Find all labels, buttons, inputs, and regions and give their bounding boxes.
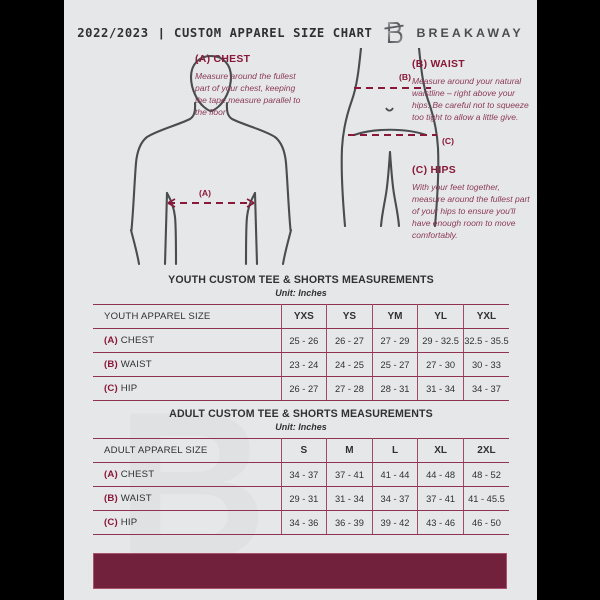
- hips-body: With your feet together, measure around …: [412, 182, 530, 241]
- measurement-cell: 41 - 44: [371, 462, 419, 487]
- table-row: (A) CHEST 25 - 26 26 - 27 27 - 29 29 - 32.5 3…: [93, 328, 509, 353]
- measurement-cell: 26 - 27: [280, 376, 328, 401]
- measurement-cell: 27 - 30: [417, 352, 464, 377]
- measurement-cell: 26 - 27: [326, 328, 373, 353]
- table-row: (C) HIP 34 - 36 36 - 39 39 - 42 43 - 46 46 - …: [93, 510, 509, 535]
- page-title: CUSTOM APPAREL SIZE CHART: [174, 26, 373, 40]
- row-prefix: (C): [104, 383, 118, 394]
- size-header-m: M: [326, 438, 373, 463]
- body-figures: [129, 48, 440, 266]
- breakaway-b-monogram-icon: [384, 21, 405, 44]
- row-prefix: (B): [104, 493, 118, 504]
- size-header-ym: YM: [371, 304, 419, 329]
- adult-table-unit: Unit: Inches: [275, 422, 327, 432]
- measurement-cell: 34 - 37: [462, 376, 509, 401]
- measurement-cell: 23 - 24: [280, 352, 328, 377]
- measurement-cell: 28 - 31: [371, 376, 419, 401]
- page-header: 2022/2023 | CUSTOM APPAREL SIZE CHART BR…: [64, 18, 537, 48]
- season-label: 2022/2023: [77, 26, 149, 40]
- waist-line-label: (B): [399, 72, 411, 82]
- measurement-diagram: (A) (B) (C) (A) CHEST Measure around the…: [64, 48, 537, 276]
- table-row: (A) CHEST 34 - 37 37 - 41 41 - 44 44 - 48 48 …: [93, 462, 509, 487]
- table-header-row: YOUTH APPAREL SIZE YXS YS YM YL YXL: [93, 304, 509, 329]
- table-row: (C) HIP 26 - 27 27 - 28 28 - 31 31 - 34 34 - …: [93, 376, 509, 401]
- letterbox-right: [537, 0, 600, 600]
- size-header-yxs: YXS: [280, 304, 328, 329]
- row-label-waist: (B) WAIST: [93, 486, 282, 511]
- youth-size-section: YOUTH CUSTOM TEE & SHORTS MEASUREMENTS U…: [93, 274, 509, 401]
- chest-body: Measure around the fullest part of your …: [195, 71, 301, 118]
- measurement-cell: 25 - 27: [371, 352, 419, 377]
- size-header-xl: XL: [417, 438, 464, 463]
- measurement-cell: 37 - 41: [326, 462, 373, 487]
- table-row: (B) WAIST 29 - 31 31 - 34 34 - 37 37 - 41 41 …: [93, 486, 509, 511]
- measurement-cell: 43 - 46: [417, 510, 464, 535]
- size-header-yxl: YXL: [462, 304, 509, 329]
- youth-size-table: YOUTH APPAREL SIZE YXS YS YM YL YXL (A) CHEST 2…: [93, 304, 509, 401]
- youth-table-title: YOUTH CUSTOM TEE & SHORTS MEASUREMENTS: [168, 274, 434, 286]
- measurement-cell: 30 - 33: [462, 352, 509, 377]
- size-column-header: ADULT APPAREL SIZE: [93, 438, 282, 463]
- measurement-cell: 31 - 34: [326, 486, 373, 511]
- measurement-cell: 34 - 37: [371, 486, 419, 511]
- chest-instructions: (A) CHEST Measure around the fullest par…: [195, 54, 307, 118]
- waist-body: Measure around your natural waistline – …: [412, 76, 529, 123]
- measurement-cell: 36 - 39: [326, 510, 373, 535]
- row-label-chest: (A) CHEST: [93, 328, 282, 353]
- table-row: (B) WAIST 23 - 24 24 - 25 25 - 27 27 - 30 30 …: [93, 352, 509, 377]
- size-header-l: L: [371, 438, 419, 463]
- size-column-header: YOUTH APPAREL SIZE: [93, 304, 282, 329]
- waist-instructions: (B) WAIST Measure around your natural wa…: [412, 59, 530, 123]
- size-header-s: S: [280, 438, 328, 463]
- measurement-cell: 34 - 36: [280, 510, 328, 535]
- row-label-hip: (C) HIP: [93, 510, 282, 535]
- measurement-cell: 27 - 29: [371, 328, 419, 353]
- waist-heading: (B) WAIST: [412, 59, 465, 70]
- adult-table-body: ADULT APPAREL SIZE S M L XL 2XL (A) CHEST 34 - …: [93, 438, 509, 535]
- measurement-cell: 24 - 25: [326, 352, 373, 377]
- chest-heading: (A) CHEST: [195, 54, 251, 65]
- measurement-cell: 41 - 45.5: [462, 486, 509, 511]
- measurement-cell: 48 - 52: [462, 462, 509, 487]
- row-label-waist: (B) WAIST: [93, 352, 282, 377]
- row-prefix: (A): [104, 335, 118, 346]
- size-header-2xl: 2XL: [462, 438, 509, 463]
- measurement-cell: 31 - 34: [417, 376, 464, 401]
- measurement-cell: 37 - 41: [417, 486, 464, 511]
- size-chart-page: B 2022/2023 | CUSTOM APPAREL SIZE CHART …: [64, 0, 537, 600]
- letterbox-left: [0, 0, 64, 600]
- navel-mark: [385, 107, 394, 112]
- row-prefix: (A): [104, 469, 118, 480]
- row-label-chest: (A) CHEST: [93, 462, 282, 487]
- size-header-yl: YL: [417, 304, 464, 329]
- measurement-cell: 39 - 42: [371, 510, 419, 535]
- brand-name: BREAKAWAY: [416, 26, 524, 40]
- hip-line-label: (C): [442, 136, 454, 146]
- measurement-cell: 32.5 - 35.5: [462, 328, 509, 353]
- measurement-cell: 46 - 50: [462, 510, 509, 535]
- measurement-cell: 29 - 31: [280, 486, 328, 511]
- row-label-hip: (C) HIP: [93, 376, 282, 401]
- chest-line-label: (A): [199, 188, 211, 198]
- youth-table-body: YOUTH APPAREL SIZE YXS YS YM YL YXL (A) CHEST 2…: [93, 304, 509, 401]
- adult-table-title: ADULT CUSTOM TEE & SHORTS MEASUREMENTS: [169, 408, 433, 420]
- hips-instructions: (C) HIPS With your feet together, measur…: [412, 165, 530, 241]
- measurement-cell: 29 - 32.5: [417, 328, 464, 353]
- measurement-cell: 44 - 48: [417, 462, 464, 487]
- adult-size-table: ADULT APPAREL SIZE S M L XL 2XL (A) CHEST 34 - …: [93, 438, 509, 535]
- adult-size-section: ADULT CUSTOM TEE & SHORTS MEASUREMENTS U…: [93, 408, 509, 535]
- footer-banner: [93, 553, 507, 589]
- row-prefix: (C): [104, 517, 118, 528]
- hips-heading: (C) HIPS: [412, 165, 456, 176]
- header-separator: |: [159, 26, 164, 40]
- row-prefix: (B): [104, 359, 118, 370]
- table-header-row: ADULT APPAREL SIZE S M L XL 2XL: [93, 438, 509, 463]
- measurement-cell: 25 - 26: [280, 328, 328, 353]
- youth-table-unit: Unit: Inches: [275, 288, 327, 298]
- measurement-cell: 27 - 28: [326, 376, 373, 401]
- measurement-cell: 34 - 37: [280, 462, 328, 487]
- size-header-ys: YS: [326, 304, 373, 329]
